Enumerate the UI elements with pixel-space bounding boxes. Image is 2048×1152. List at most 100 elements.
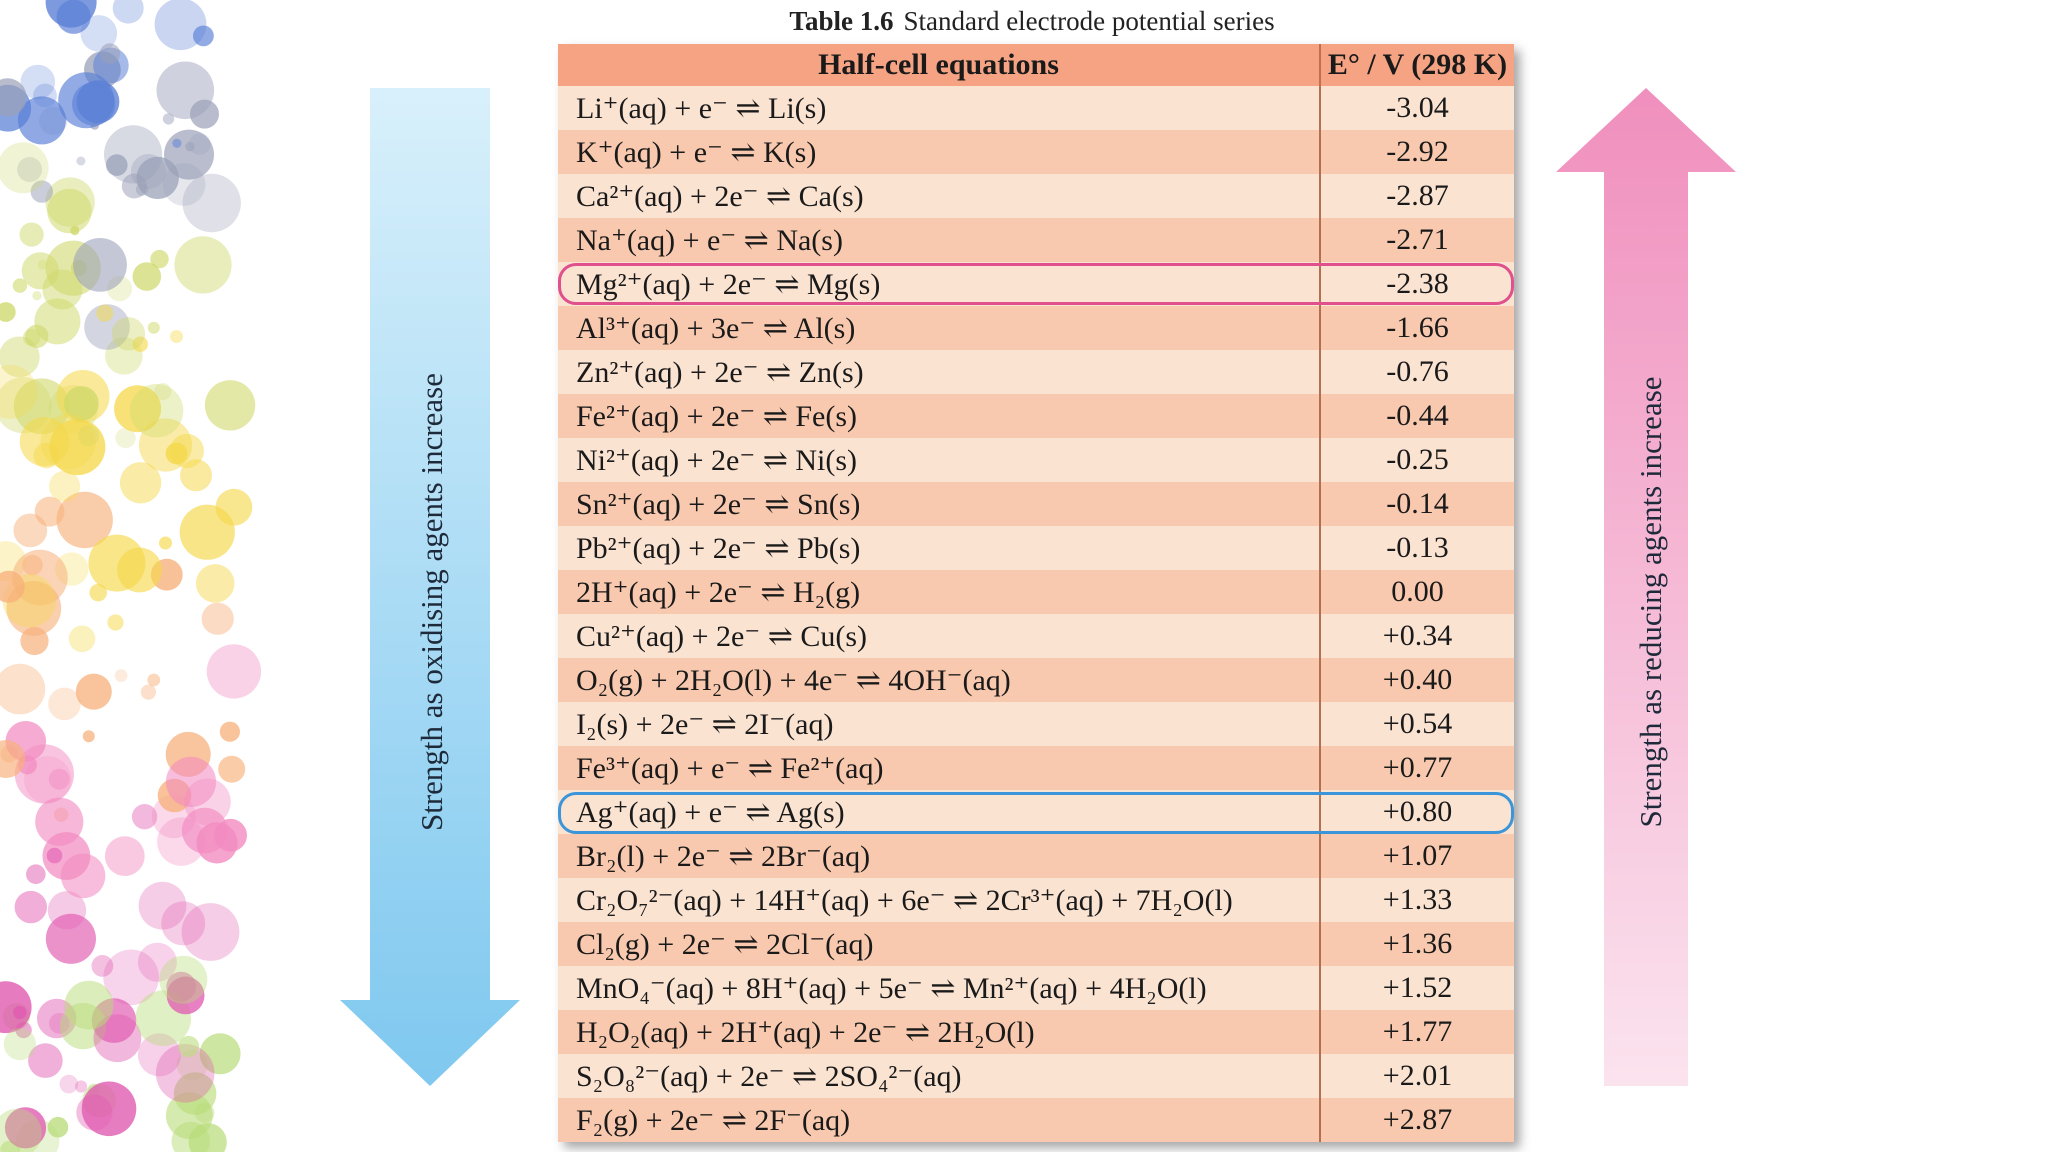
- bokeh-circle: [47, 1116, 69, 1138]
- bokeh-circle: [180, 459, 212, 492]
- standard-potential: +1.07: [1320, 834, 1514, 878]
- bokeh-circle: [147, 673, 161, 687]
- table-row: Al³⁺(aq) + 3e⁻ ⇌ Al(s) -1.66: [558, 306, 1514, 350]
- half-cell-equation: Fe³⁺(aq) + e⁻ ⇌ Fe²⁺(aq): [558, 746, 1321, 790]
- header-potential: E° / V (298 K): [1320, 44, 1514, 86]
- table-row: MnO₄⁻(aq) + 8H⁺(aq) + 5e⁻ ⇌ Mn²⁺(aq) + 4…: [558, 966, 1514, 1010]
- bokeh-circle: [218, 755, 246, 783]
- caption-title: Standard electrode potential series: [903, 6, 1275, 36]
- table-row: S₂O₈²⁻(aq) + 2e⁻ ⇌ 2SO₄²⁻(aq) +2.01: [558, 1054, 1514, 1098]
- bokeh-circle: [88, 534, 146, 592]
- table-row: K⁺(aq) + e⁻ ⇌ K(s) -2.92: [558, 130, 1514, 174]
- bokeh-circle: [25, 324, 49, 348]
- standard-potential: -2.38: [1320, 262, 1514, 306]
- bokeh-circle: [3, 1028, 36, 1061]
- bokeh-circle: [56, 491, 113, 549]
- bokeh-circle: [89, 583, 107, 602]
- bokeh-circle: [170, 330, 183, 343]
- bokeh-circle: [96, 304, 114, 322]
- standard-potential: -2.71: [1320, 218, 1514, 262]
- bokeh-circle: [176, 1049, 208, 1081]
- bokeh-circle: [114, 669, 128, 682]
- bokeh-circle: [20, 64, 56, 100]
- bokeh-circle: [161, 901, 206, 946]
- bokeh-circle: [206, 644, 262, 699]
- bokeh-circle: [49, 419, 106, 476]
- half-cell-equation: Pb²⁺(aq) + 2e⁻ ⇌ Pb(s): [558, 526, 1321, 570]
- standard-potential: -0.25: [1320, 438, 1514, 482]
- half-cell-equation: Cr₂O₇²⁻(aq) + 14H⁺(aq) + 6e⁻ ⇌ 2Cr³⁺(aq)…: [558, 878, 1321, 922]
- bokeh-circle: [84, 304, 130, 350]
- bokeh-circle: [181, 903, 240, 961]
- table-row: Cr₂O₇²⁻(aq) + 14H⁺(aq) + 6e⁻ ⇌ 2Cr³⁺(aq)…: [558, 878, 1514, 922]
- table-row: H₂O₂(aq) + 2H⁺(aq) + 2e⁻ ⇌ 2H₂O(l) +1.77: [558, 1010, 1514, 1054]
- table-row: Na⁺(aq) + e⁻ ⇌ Na(s) -2.71: [558, 218, 1514, 262]
- bokeh-circle: [111, 317, 146, 351]
- half-cell-equation: H₂O₂(aq) + 2H⁺(aq) + 2e⁻ ⇌ 2H₂O(l): [558, 1010, 1321, 1054]
- bokeh-circle: [0, 78, 27, 117]
- reducing-arrow-label: Strength as reducing agents increase: [1633, 376, 1668, 828]
- bokeh-circle: [155, 1044, 215, 1103]
- bokeh-circle: [0, 142, 49, 194]
- bokeh-circle: [162, 113, 175, 125]
- bokeh-circle: [93, 1014, 142, 1063]
- bokeh-circle: [179, 504, 235, 560]
- bokeh-circle: [64, 386, 99, 421]
- table-row: Fe²⁺(aq) + 2e⁻ ⇌ Fe(s) -0.44: [558, 394, 1514, 438]
- half-cell-equation: Ag⁺(aq) + e⁻ ⇌ Ag(s): [558, 790, 1321, 834]
- bokeh-circle: [14, 890, 47, 924]
- bokeh-circle: [188, 1123, 227, 1152]
- standard-potential: -0.76: [1320, 350, 1514, 394]
- standard-potential: 0.00: [1320, 570, 1514, 614]
- table-row: O₂(g) + 2H₂O(l) + 4e⁻ ⇌ 4OH⁻(aq) +0.40: [558, 658, 1514, 702]
- half-cell-equation: S₂O₈²⁻(aq) + 2e⁻ ⇌ 2SO₄²⁻(aq): [558, 1054, 1321, 1098]
- bokeh-circle: [165, 442, 188, 465]
- standard-potential: -3.04: [1320, 86, 1514, 130]
- table-row: Sn²⁺(aq) + 2e⁻ ⇌ Sn(s) -0.14: [558, 482, 1514, 526]
- oxidising-arrow-label: Strength as oxidising agents increase: [414, 372, 449, 832]
- bokeh-circle: [132, 262, 162, 291]
- bokeh-circle: [13, 513, 48, 548]
- bokeh-circle: [47, 188, 92, 234]
- bokeh-circle: [35, 797, 84, 846]
- table-row: Ag⁺(aq) + e⁻ ⇌ Ag(s) +0.80: [558, 790, 1514, 834]
- bokeh-circle: [107, 614, 124, 631]
- half-cell-equation: K⁺(aq) + e⁻ ⇌ K(s): [558, 130, 1321, 174]
- bokeh-circle: [42, 269, 83, 310]
- bokeh-circle: [45, 0, 97, 28]
- bokeh-circle: [173, 1072, 217, 1115]
- table-row: Ca²⁺(aq) + 2e⁻ ⇌ Ca(s) -2.87: [558, 174, 1514, 218]
- bokeh-circle: [190, 99, 219, 129]
- standard-potential: +0.77: [1320, 746, 1514, 790]
- bokeh-circle: [130, 154, 166, 189]
- bokeh-circle: [17, 96, 66, 145]
- bokeh-circle: [214, 818, 248, 852]
- bokeh-circle: [46, 847, 63, 864]
- bokeh-circle: [0, 302, 16, 322]
- bokeh-circle: [150, 249, 169, 269]
- half-cell-equation: Cl₂(g) + 2e⁻ ⇌ 2Cl⁻(aq): [558, 922, 1321, 966]
- bokeh-circle: [12, 278, 28, 293]
- standard-potential: +0.40: [1320, 658, 1514, 702]
- bokeh-circle: [75, 673, 112, 710]
- standard-potential: -0.44: [1320, 394, 1514, 438]
- bokeh-circle: [81, 1081, 137, 1137]
- bokeh-circle: [219, 721, 240, 742]
- bokeh-circle: [174, 236, 232, 294]
- oxidising-arrow: [340, 88, 520, 1086]
- half-cell-equation: MnO₄⁻(aq) + 8H⁺(aq) + 5e⁻ ⇌ Mn²⁺(aq) + 4…: [558, 966, 1321, 1010]
- bokeh-circle: [80, 15, 118, 52]
- half-cell-equation: 2H⁺(aq) + 2e⁻ ⇌ H₂(g): [558, 570, 1321, 614]
- bokeh-circle: [91, 955, 114, 977]
- bokeh-circle: [112, 0, 144, 24]
- half-cell-equation: Sn²⁺(aq) + 2e⁻ ⇌ Sn(s): [558, 482, 1321, 526]
- half-cell-equation: Fe²⁺(aq) + 2e⁻ ⇌ Fe(s): [558, 394, 1321, 438]
- bokeh-circle: [73, 238, 127, 292]
- bokeh-circle: [204, 380, 256, 431]
- half-cell-equation: Na⁺(aq) + e⁻ ⇌ Na(s): [558, 218, 1321, 262]
- standard-potential: -0.14: [1320, 482, 1514, 526]
- bokeh-circle: [0, 336, 40, 378]
- bokeh-circle: [137, 1033, 181, 1077]
- standard-potential: +2.01: [1320, 1054, 1514, 1098]
